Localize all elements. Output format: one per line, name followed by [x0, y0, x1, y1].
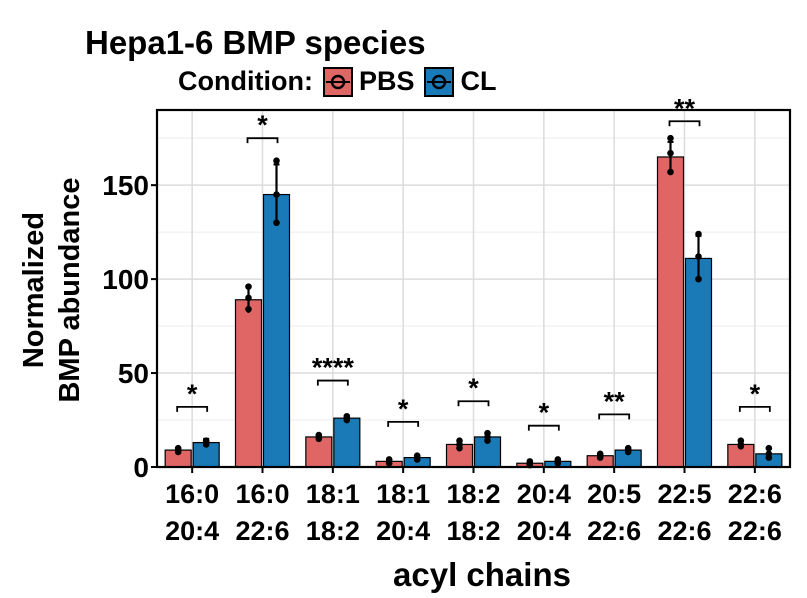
- legend-key-pbs: [322, 66, 353, 97]
- significance-label-8: *: [750, 379, 761, 409]
- bar-pbs-7: [656, 156, 685, 468]
- significance-label-7: **: [674, 93, 696, 123]
- significance-label-1: *: [257, 110, 268, 140]
- data-point-cl-7-1: [695, 253, 702, 260]
- legend: Condition: PBS CL: [178, 66, 496, 97]
- significance-bracket-6: [598, 413, 631, 420]
- significance-bracket-5: [527, 424, 560, 431]
- y-tick-label-3: 150: [102, 170, 149, 201]
- significance-bracket-7: [668, 120, 701, 127]
- significance-bracket-0: [176, 405, 209, 412]
- data-point-cl-2-2: [343, 412, 351, 420]
- significance-bracket-3: [387, 421, 420, 427]
- x-tick-label-3-1: 20:4: [376, 516, 430, 546]
- significance-label-3: *: [398, 394, 409, 424]
- data-point-cl-6-2: [624, 444, 632, 452]
- significance-label-6: **: [604, 386, 626, 416]
- x-tick-label-8-1: 22:6: [728, 516, 782, 546]
- x-tick-label-7-1: 22:6: [657, 516, 711, 546]
- x-axis-title: acyl chains: [393, 556, 571, 593]
- x-tick-label-4-0: 18:2: [446, 479, 500, 509]
- x-tick-label-0-0: 16:0: [165, 479, 219, 509]
- significance-bracket-4: [457, 400, 490, 407]
- significance-bracket-8: [738, 405, 771, 412]
- data-point-pbs-2-2: [315, 431, 323, 439]
- data-point-cl-8-1: [765, 450, 773, 458]
- data-point-cl-8-2: [765, 444, 773, 452]
- x-tick-label-5-0: 20:4: [517, 479, 571, 509]
- data-point-pbs-1-1: [245, 294, 252, 302]
- data-point-cl-1-2: [273, 157, 280, 165]
- legend-key-cl: [424, 66, 455, 97]
- data-point-pbs-1-2: [245, 283, 252, 290]
- bar-cl-1: [262, 193, 291, 468]
- significance-label-5: *: [539, 398, 550, 428]
- significance-bracket-2: [316, 379, 349, 386]
- data-point-pbs-5-2: [526, 458, 534, 465]
- x-tick-label-5-1: 20:4: [517, 516, 571, 546]
- x-tick-label-8-0: 22:6: [728, 479, 782, 509]
- legend-title: Condition:: [178, 66, 313, 96]
- data-point-pbs-4-2: [456, 437, 463, 444]
- legend-label-cl: CL: [460, 66, 497, 96]
- y-tick-label-2: 100: [102, 264, 149, 295]
- data-point-cl-7-0: [695, 275, 702, 283]
- significance-label-4: *: [468, 373, 479, 403]
- x-tick-label-2-1: 18:2: [306, 516, 360, 546]
- data-point-cl-3-2: [413, 452, 421, 460]
- y-tick-label-0: 0: [133, 452, 149, 483]
- data-point-cl-7-2: [695, 230, 702, 238]
- data-point-cl-5-2: [554, 456, 562, 463]
- chart-title: Hepa1-6 BMP species: [85, 24, 426, 61]
- data-point-pbs-1-0: [245, 305, 252, 313]
- bar-pbs-1: [234, 299, 263, 468]
- legend-item-pbs: PBS: [322, 66, 415, 97]
- significance-label-2: ****: [312, 353, 355, 383]
- data-point-pbs-7-1: [667, 149, 674, 157]
- data-point-pbs-7-2: [667, 134, 674, 142]
- bar-cl-7: [684, 257, 713, 468]
- data-point-cl-0-2: [202, 437, 210, 444]
- data-point-pbs-3-2: [385, 456, 393, 463]
- data-point-pbs-0-2: [174, 444, 182, 452]
- data-point-pbs-8-2: [737, 437, 745, 444]
- data-point-pbs-6-2: [596, 450, 604, 458]
- data-point-cl-1-0: [273, 219, 280, 227]
- data-point-cl-4-2: [484, 429, 491, 437]
- significance-bracket-1: [246, 137, 279, 144]
- x-tick-label-6-1: 22:6: [587, 516, 641, 546]
- x-tick-label-2-0: 18:1: [306, 479, 360, 509]
- x-tick-label-0-1: 20:4: [165, 516, 219, 546]
- data-point-pbs-7-0: [667, 168, 674, 176]
- x-tick-label-1-1: 22:6: [235, 516, 289, 546]
- y-tick-label-1: 50: [118, 358, 149, 389]
- x-tick-label-3-0: 18:1: [376, 479, 430, 509]
- legend-item-cl: CL: [424, 66, 496, 97]
- x-tick-label-1-0: 16:0: [235, 479, 289, 509]
- x-tick-label-4-1: 18:2: [446, 516, 500, 546]
- significance-label-0: *: [187, 379, 198, 409]
- data-point-cl-1-1: [273, 191, 280, 198]
- bar-cl-2: [333, 417, 361, 468]
- x-tick-label-7-0: 22:5: [657, 479, 711, 509]
- x-tick-label-6-0: 20:5: [587, 479, 641, 509]
- legend-label-pbs: PBS: [358, 66, 415, 96]
